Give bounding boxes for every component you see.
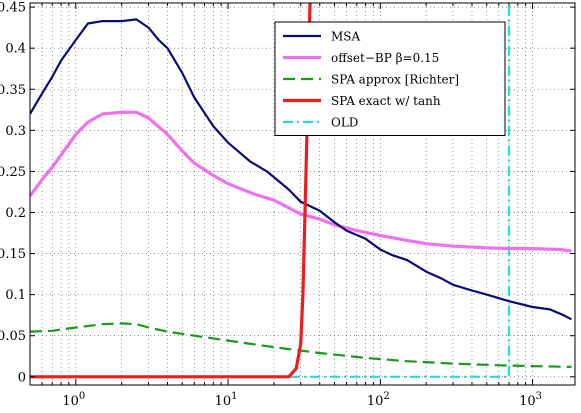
y-tick-label: 0.35 [0, 83, 26, 98]
y-tick-label: 0.25 [0, 165, 26, 180]
y-tick-label: 0.3 [5, 124, 26, 139]
legend: MSA offset−BP β=0.15 SPA approx [Richter] S… [274, 21, 506, 136]
y-tick-label: 0.1 [5, 288, 26, 303]
x-tick-label: 101 [215, 391, 238, 408]
y-tick-label: 0 [18, 370, 26, 385]
legend-box [274, 21, 506, 136]
series-line-offset-bp-0-15 [30, 110, 572, 253]
legend-label: SPA exact w/ tanh [331, 94, 441, 108]
plot-frame [29, 2, 576, 386]
y-tick-label: 0.2 [5, 206, 26, 221]
series-line-spa-approx-richter [30, 322, 572, 368]
legend-label: offset−BP β=0.15 [331, 51, 439, 65]
x-tick-label: 100 [62, 391, 85, 408]
legend-label: OLD [331, 116, 358, 130]
y-tick-label: 0.15 [0, 247, 26, 262]
legend-label: MSA [331, 30, 361, 44]
y-tick-label: 0.05 [0, 329, 26, 344]
series-line-msa [30, 18, 572, 321]
legend-label: SPA approx [Richter] [331, 73, 459, 87]
x-tick-label: 103 [519, 391, 542, 408]
y-tick-label: 0.4 [5, 42, 26, 57]
y-tick-label: 0.45 [0, 1, 26, 16]
x-tick-label: 102 [367, 391, 390, 408]
tick-marks [30, 3, 575, 385]
series-line-old [30, 3, 511, 378]
